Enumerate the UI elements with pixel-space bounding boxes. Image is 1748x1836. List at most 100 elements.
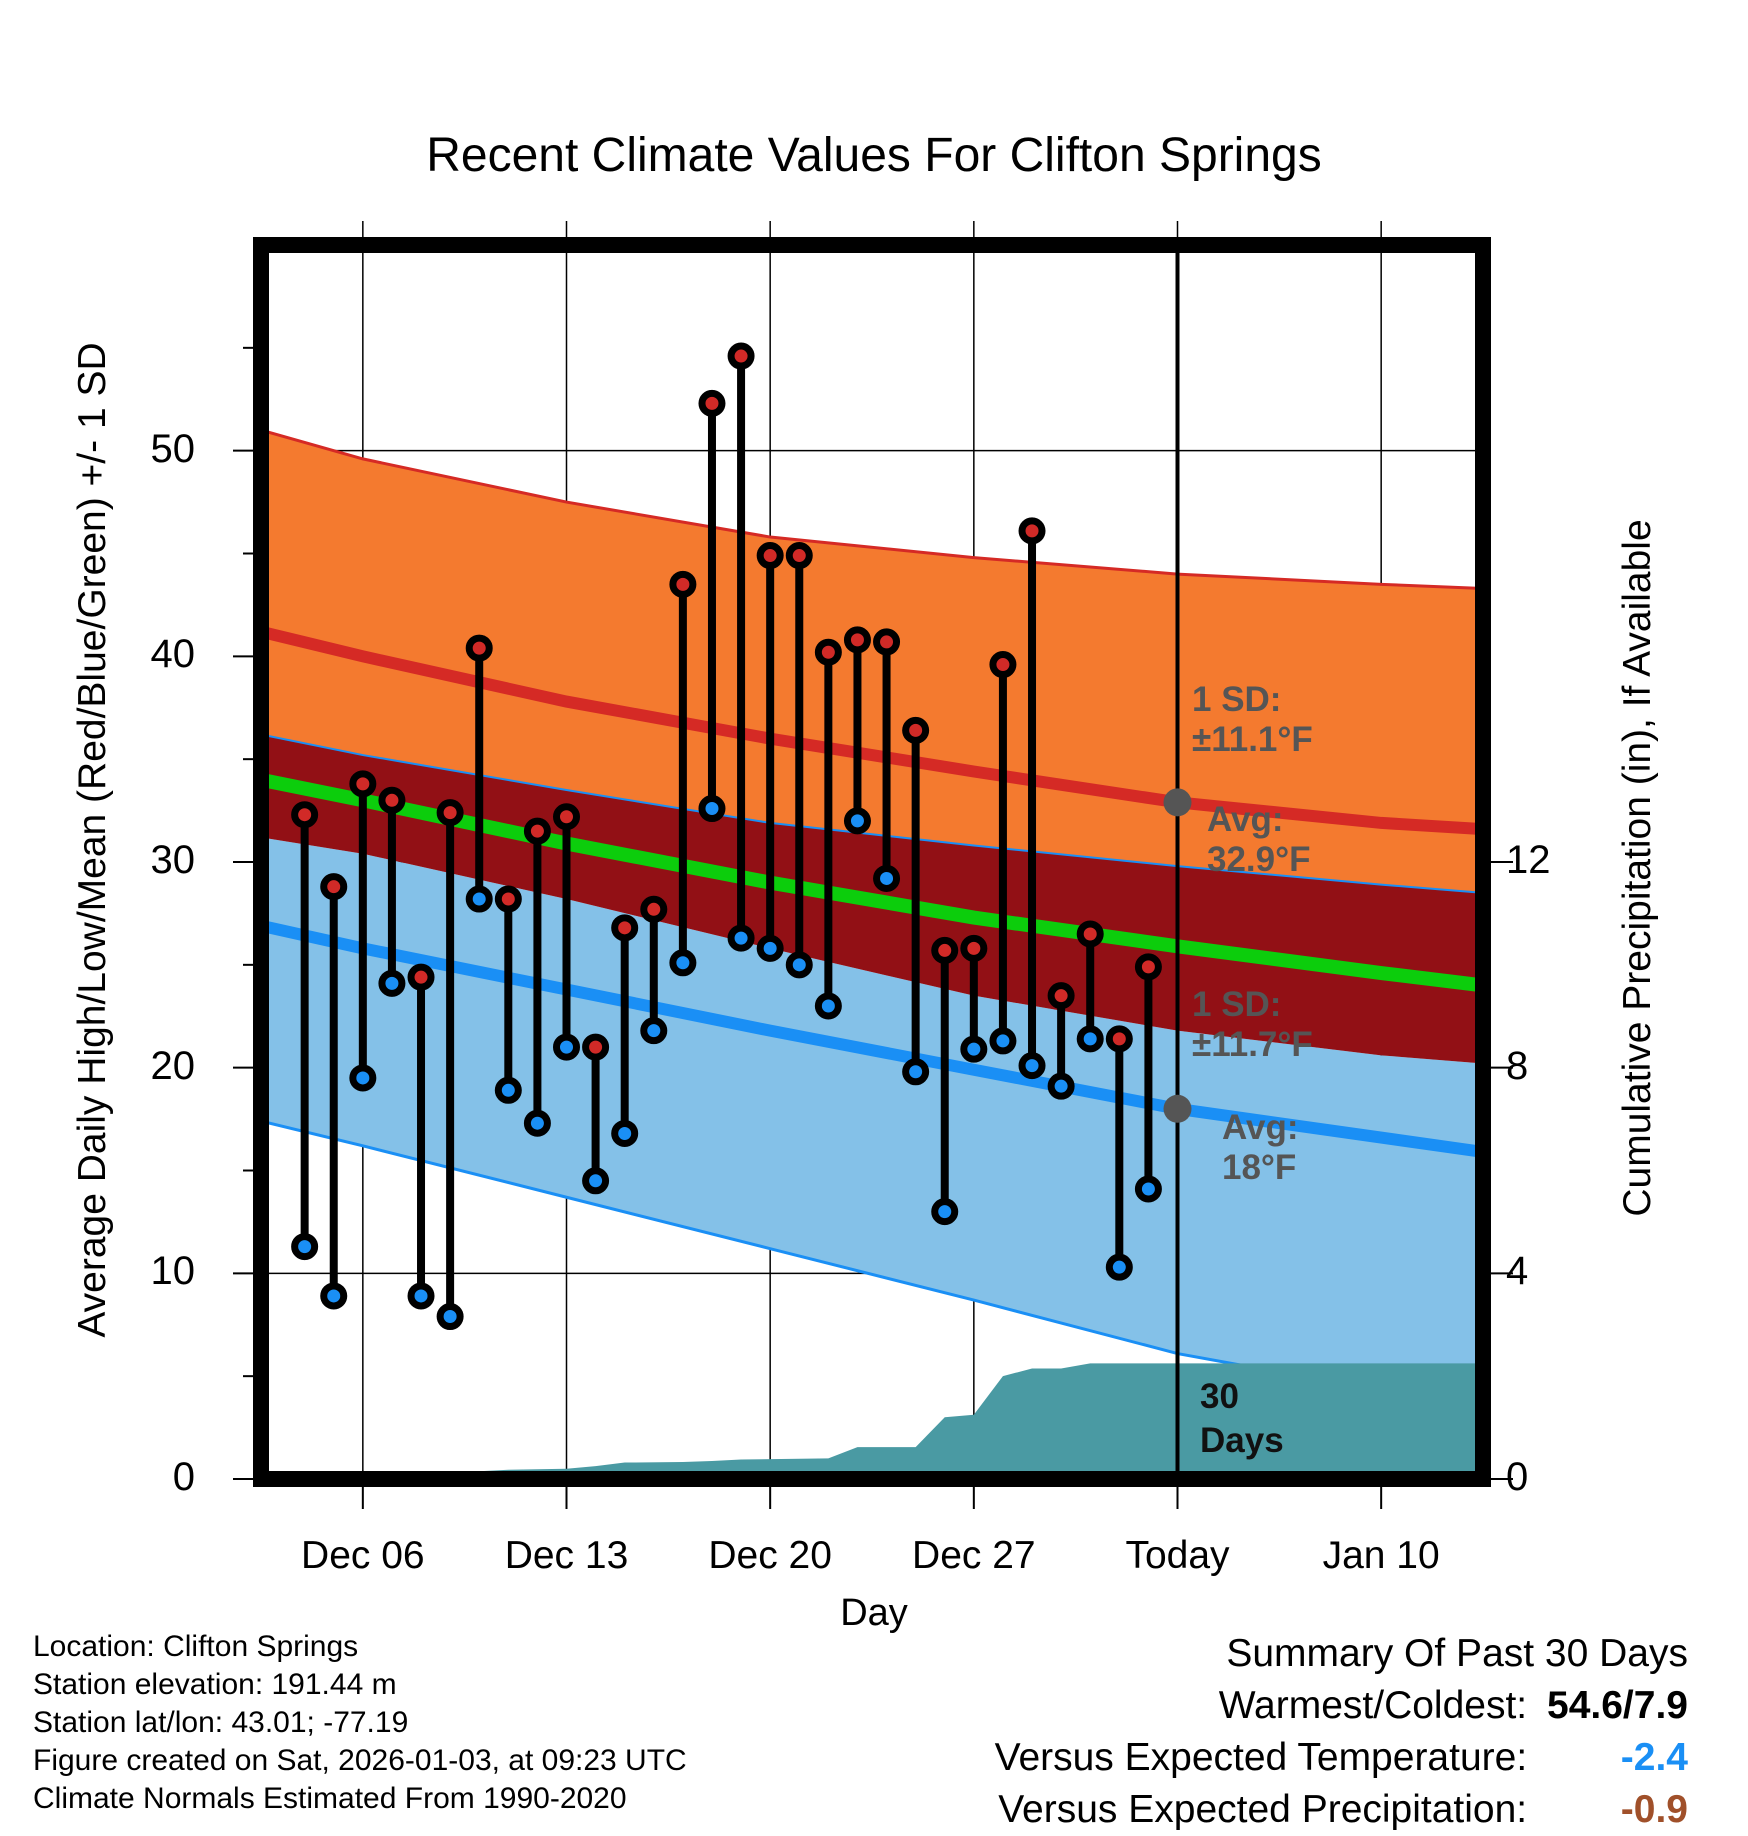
days-annotation: 30 Days [1200,1375,1284,1463]
high-dot [698,389,726,417]
high-dot [407,963,435,991]
high-dot [989,651,1017,679]
low-dot [553,1033,580,1061]
days-word: Days [1200,1421,1284,1460]
low-avg-annotation: Avg: 18°F [1222,1108,1298,1188]
y2-tick-label: 12 [1506,838,1551,882]
x-tick-label: Dec 06 [301,1534,425,1577]
x-tick-label: Today [1125,1534,1230,1577]
y2-tick-label: 8 [1506,1043,1529,1088]
low-dot [727,924,755,952]
created-line: Figure created on Sat, 2026-01-03, at 09… [33,1744,687,1777]
high-dot [349,770,377,798]
low-dot [378,969,406,997]
summary-heading: Summary Of Past 30 Days [1226,1632,1688,1675]
daily-range-bars [291,342,1162,1331]
latlon-line: Station lat/lon: 43.01; -77.19 [33,1706,409,1739]
high-dot [1047,982,1075,1010]
location-line: Location: Clifton Springs [33,1630,359,1663]
high-dot [1134,953,1162,981]
y-tick-label: 30 [150,838,196,882]
low-dot [931,1198,959,1226]
high-dot [436,799,464,827]
y2-axis-label: Cumulative Precipitation (in), If Availa… [1616,519,1659,1217]
warmest-value: 54.6/7.9 [1547,1684,1688,1727]
high-avg-line [261,625,1483,836]
high-dot [785,542,813,570]
y-tick-label: 0 [172,1455,195,1499]
high-dot [843,626,871,654]
low-sd-label: 1 SD: [1192,985,1282,1024]
normals-line: Climate Normals Estimated From 1990-2020 [33,1782,627,1815]
temp-diff-value: -2.4 [1620,1736,1688,1779]
low-dot [1134,1175,1162,1203]
y2-tick-label: 4 [1506,1249,1529,1294]
high-dot [611,914,639,942]
high-avg-label: Avg: [1207,800,1284,839]
low-dot [756,934,784,962]
y-axis-label: Average Daily High/Low/Mean (Red/Blue/Gr… [71,342,114,1338]
high-dot [960,934,988,962]
high-avg-marker [1163,788,1192,817]
low-avg-marker [1163,1094,1192,1123]
precip-diff-value: -0.9 [1620,1788,1688,1831]
low-dot [989,1027,1017,1055]
elevation-line: Station elevation: 191.44 m [33,1668,397,1701]
high-dot [523,817,551,845]
x-tick-label: Dec 13 [504,1534,629,1577]
low-dot [407,1282,435,1310]
high-dot [465,634,493,662]
low-dot [436,1303,464,1331]
high-dot [378,786,406,814]
days-count: 30 [1200,1377,1239,1416]
low-dot [843,807,871,835]
high-avg-value: 32.9°F [1207,840,1311,879]
high-dot [1018,517,1046,545]
low-avg-value: 18°F [1222,1148,1297,1187]
low-dot [669,949,697,977]
chart-title: Recent Climate Values For Clifton Spring… [426,129,1322,182]
low-dot [640,1017,668,1045]
high-dot [873,628,901,656]
precip-area [261,1363,1483,1479]
x-axis-label: Day [840,1592,908,1634]
high-dot [902,716,930,744]
temp-diff-label: Versus Expected Temperature: [994,1736,1528,1779]
x-tick-label: Jan 10 [1322,1534,1440,1577]
high-dot [1076,920,1104,948]
low-avg-line [261,919,1483,1158]
high-dot [1105,1025,1133,1053]
y-tick-label: 50 [150,426,196,471]
x-tick-label: Dec 27 [912,1534,1036,1577]
high-dot [640,895,668,923]
low-dot [1105,1253,1133,1281]
low-dot [814,992,842,1020]
low-dot [523,1109,551,1137]
low-sd-value: ±11.7°F [1192,1025,1313,1064]
low-dot [902,1058,930,1086]
low-dot [785,951,813,979]
y2-tick-label: 0 [1506,1455,1529,1499]
summary-warmest-row: Warmest/Coldest: 54.6/7.9 [995,1680,1688,1732]
high-dot [582,1033,610,1061]
low-dot [349,1064,377,1092]
low-dot [582,1167,610,1195]
plot-frame [253,237,1491,1487]
low-dot [960,1035,988,1063]
station-info: Location: Clifton Springs Station elevat… [33,1628,687,1818]
low-dot [698,795,726,823]
x-tick-label: Dec 20 [708,1534,832,1577]
low-avg-label: Avg: [1222,1108,1299,1147]
axis-ticks [233,346,1513,1509]
high-dot [756,542,784,570]
y-tick-label: 20 [150,1043,196,1088]
low-dot [611,1119,639,1147]
low-dot [1076,1025,1104,1053]
high-dot [727,342,755,370]
low-dot [494,1076,522,1104]
y-tick-label: 40 [150,632,196,677]
low-dot [291,1233,319,1261]
warmest-label: Warmest/Coldest: [1218,1684,1528,1727]
high-sd-label: 1 SD: [1192,680,1282,719]
